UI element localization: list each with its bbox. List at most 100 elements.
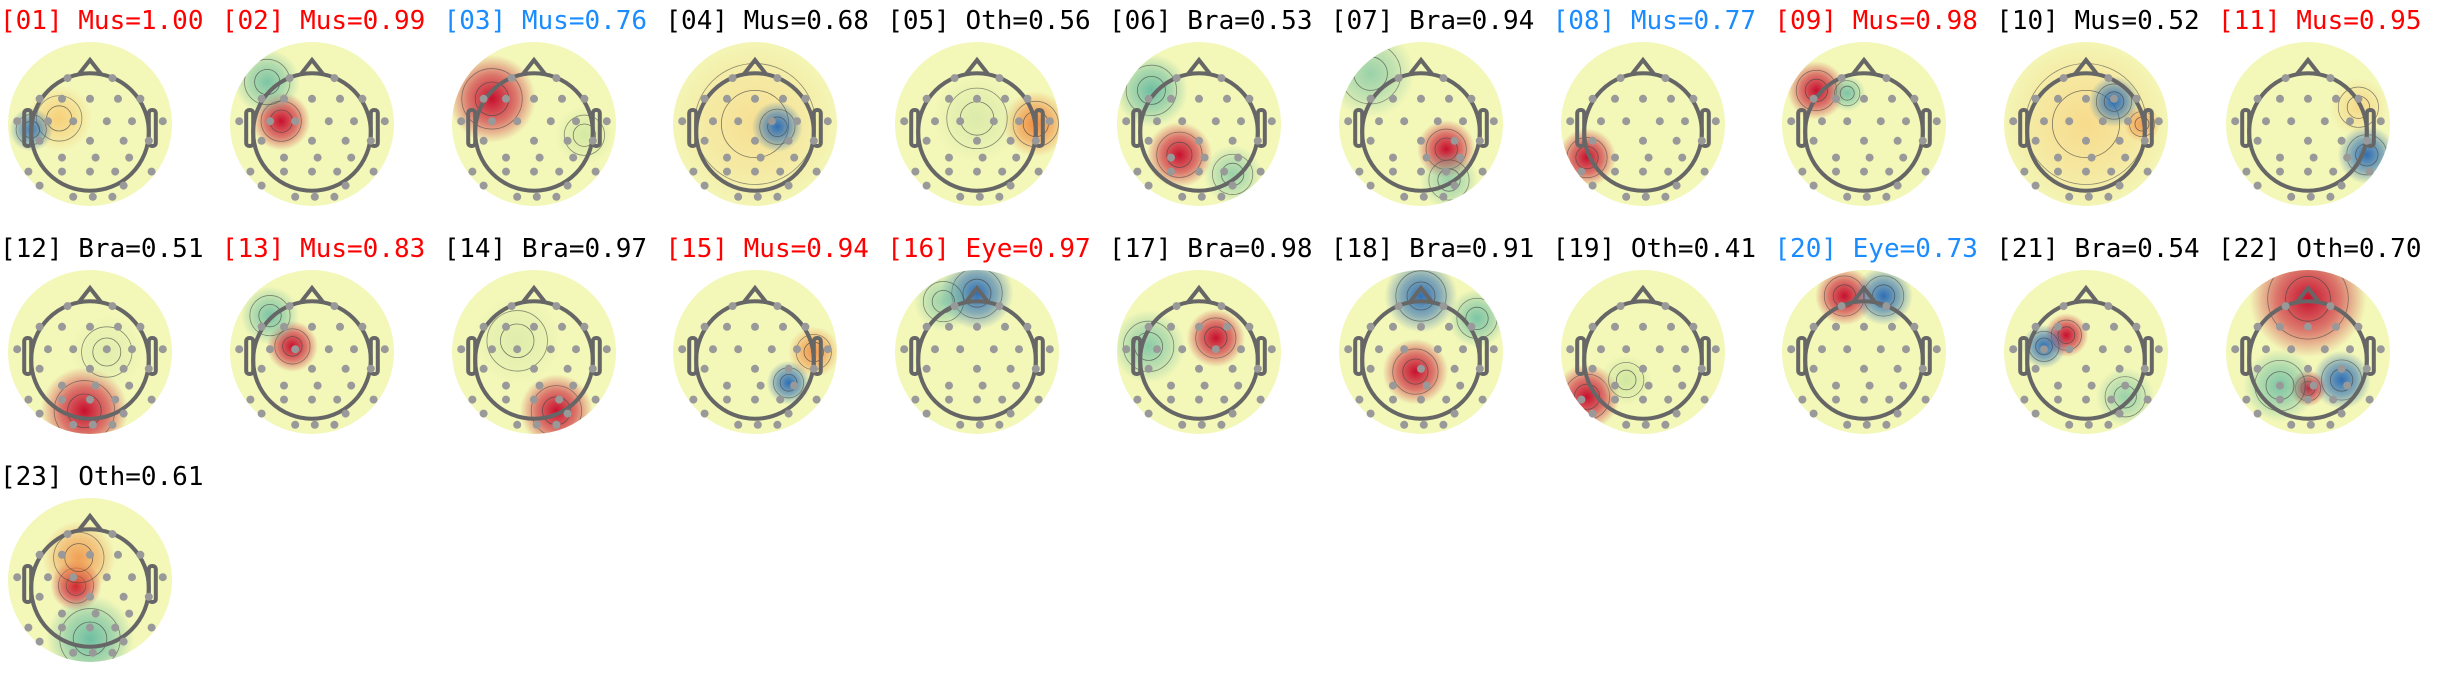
electrode-dot — [1638, 395, 1647, 404]
electrode-dot — [2337, 364, 2346, 373]
electrode-dot — [358, 322, 367, 331]
electrode-dot — [1211, 345, 1220, 354]
electrode-dot — [1228, 409, 1237, 418]
electrode-dot — [1416, 94, 1425, 103]
electrode-dot — [2304, 167, 2312, 176]
electrode-dot — [728, 302, 737, 311]
electrode-dot — [1144, 94, 1153, 103]
component-label: [05] Oth=0.56 — [887, 6, 1091, 36]
electrode-dot — [335, 322, 344, 331]
left-ear-icon — [465, 336, 477, 376]
electrode-dot — [557, 322, 566, 331]
electrode-dot — [2276, 395, 2284, 404]
electrode-dot — [1655, 117, 1664, 126]
left-ear-icon — [2018, 336, 2030, 376]
right-ear-icon — [590, 108, 602, 148]
electrode-dot — [128, 345, 136, 354]
electrode-dot — [678, 117, 687, 126]
electrode-dot — [1711, 117, 1720, 126]
electrode-dot — [136, 94, 145, 103]
electrode-dot — [2098, 345, 2107, 354]
electrode-dot — [1809, 94, 1818, 103]
electrode-dot — [563, 409, 572, 418]
electrode-dot — [2343, 153, 2352, 162]
electrode-dot — [751, 94, 760, 103]
electrode-dot — [1433, 345, 1442, 354]
electrode-dot — [2326, 74, 2335, 83]
electrode-dot — [86, 94, 94, 103]
electrode-dot — [773, 192, 782, 201]
electrode-dot — [900, 117, 909, 126]
electrode-dot — [2082, 322, 2091, 331]
electrode-dot — [1882, 74, 1891, 83]
electrode-dot — [1588, 364, 1597, 373]
electrode-dot — [1439, 302, 1448, 311]
electrode-dot — [1638, 94, 1647, 103]
electrode-dot — [24, 167, 33, 176]
electrode-dot — [1893, 181, 1902, 190]
electrode-dot — [922, 364, 931, 373]
electrode-dot — [2031, 364, 2040, 373]
electrode-dot — [2082, 395, 2091, 404]
electrode-dot — [1860, 167, 1869, 176]
electrode-dot — [1374, 117, 1383, 126]
component-label: [01] Mus=1.00 — [0, 6, 204, 36]
electrode-dot — [973, 167, 982, 176]
component-cell: [20] Eye=0.73 — [1774, 234, 1996, 464]
topomap — [1782, 270, 1947, 434]
electrode-dot — [1031, 136, 1040, 145]
electrode-dot — [1228, 364, 1237, 373]
electrode-dot — [257, 94, 266, 103]
electrode-dot — [1565, 345, 1574, 354]
electrode-dot — [102, 117, 111, 126]
electrode-dot — [532, 192, 541, 201]
component-cell: [13] Mus=0.83 — [222, 234, 444, 464]
right-ear-icon — [2142, 108, 2154, 148]
electrode-dot — [1809, 364, 1818, 373]
electrode-dot — [2132, 322, 2141, 331]
electrode-dot — [2337, 181, 2346, 190]
electrode-dot — [1688, 322, 1697, 331]
nose-icon — [1408, 56, 1434, 76]
electrode-dot — [1433, 117, 1442, 126]
electrode-dot — [35, 136, 44, 145]
electrode-dot — [2365, 395, 2374, 404]
electrode-dot — [1489, 345, 1498, 354]
electrode-dot — [1610, 381, 1619, 390]
electrode-dot — [1178, 192, 1187, 201]
electrode-dot — [279, 94, 288, 103]
electrode-dot — [35, 94, 44, 103]
electrode-dot — [2362, 136, 2371, 145]
electrode-dot — [2242, 395, 2251, 404]
electrode-dot — [2107, 395, 2116, 404]
electrode-dot — [1439, 74, 1448, 83]
contour-line — [1840, 85, 1855, 101]
electrode-dot — [1399, 345, 1408, 354]
electrode-dot — [86, 623, 94, 632]
electrode-dot — [1882, 420, 1891, 429]
electrode-dot — [989, 117, 998, 126]
electrode-dot — [285, 74, 294, 83]
electrode-dot — [931, 117, 940, 126]
electrode-dot — [922, 136, 931, 145]
contour-line — [572, 123, 596, 147]
topomap — [1338, 270, 1503, 434]
electrode-dot — [2115, 364, 2124, 373]
electrode-dot — [1902, 117, 1911, 126]
electrode-dot — [1888, 94, 1897, 103]
electrode-dot — [995, 74, 1004, 83]
head-outline — [1796, 56, 1933, 193]
electrode-dot — [1001, 94, 1010, 103]
nose-icon — [1630, 56, 1656, 76]
electrode-dot — [1818, 345, 1827, 354]
electrode-dot — [2281, 302, 2290, 311]
electrode-dot — [1832, 153, 1841, 162]
electrode-dot — [2040, 117, 2049, 126]
electrode-dot — [479, 181, 488, 190]
nose-icon — [1186, 284, 1212, 304]
electrode-dot — [2059, 74, 2068, 83]
electrode-dot — [125, 153, 134, 162]
electrode-dot — [58, 609, 66, 618]
electrode-dot — [86, 592, 94, 601]
component-label: [15] Mus=0.94 — [665, 234, 869, 264]
